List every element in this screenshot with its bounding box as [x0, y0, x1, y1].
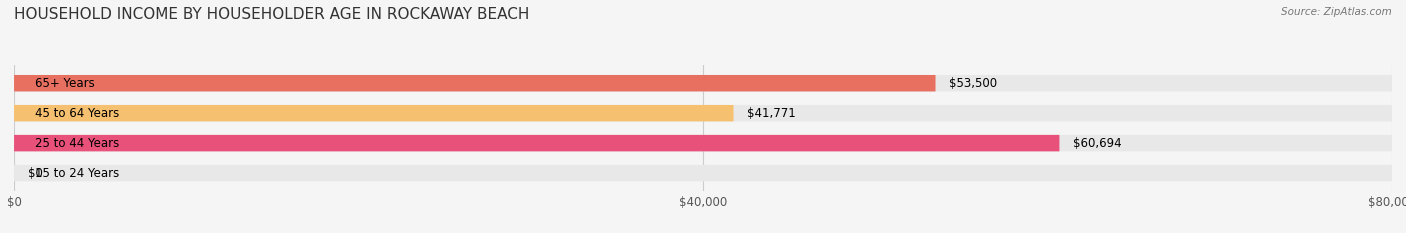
- Text: 25 to 44 Years: 25 to 44 Years: [35, 137, 120, 150]
- Text: HOUSEHOLD INCOME BY HOUSEHOLDER AGE IN ROCKAWAY BEACH: HOUSEHOLD INCOME BY HOUSEHOLDER AGE IN R…: [14, 7, 530, 22]
- Text: $60,694: $60,694: [1073, 137, 1122, 150]
- FancyBboxPatch shape: [14, 75, 1392, 92]
- Text: 15 to 24 Years: 15 to 24 Years: [35, 167, 120, 180]
- FancyBboxPatch shape: [14, 165, 1392, 181]
- Text: 45 to 64 Years: 45 to 64 Years: [35, 107, 120, 120]
- FancyBboxPatch shape: [14, 75, 935, 92]
- Text: $53,500: $53,500: [949, 77, 997, 90]
- Text: Source: ZipAtlas.com: Source: ZipAtlas.com: [1281, 7, 1392, 17]
- Text: 65+ Years: 65+ Years: [35, 77, 94, 90]
- FancyBboxPatch shape: [14, 135, 1392, 151]
- FancyBboxPatch shape: [14, 135, 1060, 151]
- Text: $41,771: $41,771: [747, 107, 796, 120]
- Text: $0: $0: [28, 167, 42, 180]
- FancyBboxPatch shape: [14, 105, 1392, 121]
- FancyBboxPatch shape: [14, 105, 734, 121]
